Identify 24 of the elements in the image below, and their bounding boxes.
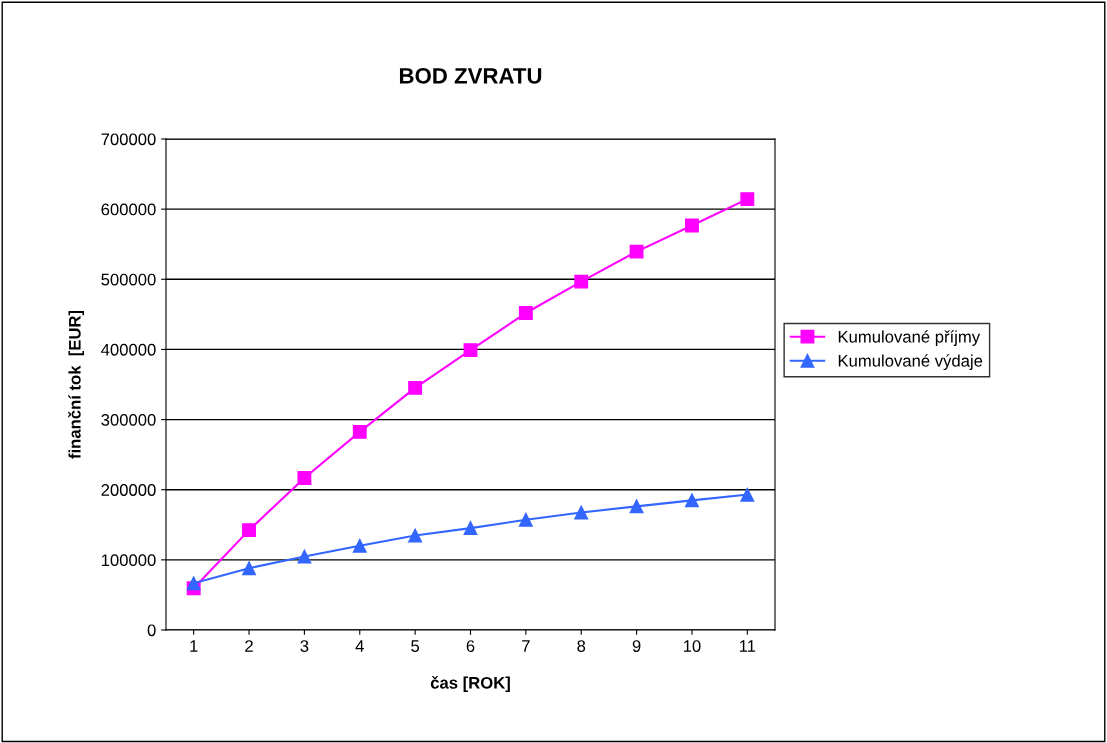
x-tick-label: 7 [522, 640, 530, 652]
x-tick-label: 2 [245, 640, 253, 652]
legend-label: Kumulované výdaje [838, 354, 983, 371]
x-tick-label: 1 [190, 640, 198, 652]
y-tick-label: 300000 [101, 413, 156, 426]
x-tick-label: 4 [355, 640, 364, 652]
x-tick-label: 11 [739, 640, 756, 652]
y-tick-label: 0 [147, 624, 156, 637]
x-tick-label: 8 [577, 640, 586, 652]
y-tick-label: 400000 [101, 343, 156, 356]
x-tick-label: 9 [632, 640, 641, 652]
y-tick-label: 700000 [101, 133, 156, 146]
x-tick-label: 10 [683, 640, 701, 652]
chart-title: BOD ZVRATU [399, 67, 542, 84]
legend-label: Kumulované příjmy [838, 330, 981, 346]
y-tick-label: 200000 [101, 484, 156, 496]
x-tick-label: 3 [300, 640, 309, 652]
x-tick-label: 6 [466, 640, 475, 652]
x-axis-title: čas [ROK] [430, 676, 510, 692]
y-tick-label: 600000 [101, 203, 156, 216]
y-tick-label: 100000 [101, 554, 156, 567]
y-axis-title: finanční tok [EUR] [68, 310, 84, 459]
x-tick-label: 5 [411, 640, 420, 652]
y-tick-label: 500000 [101, 273, 156, 286]
